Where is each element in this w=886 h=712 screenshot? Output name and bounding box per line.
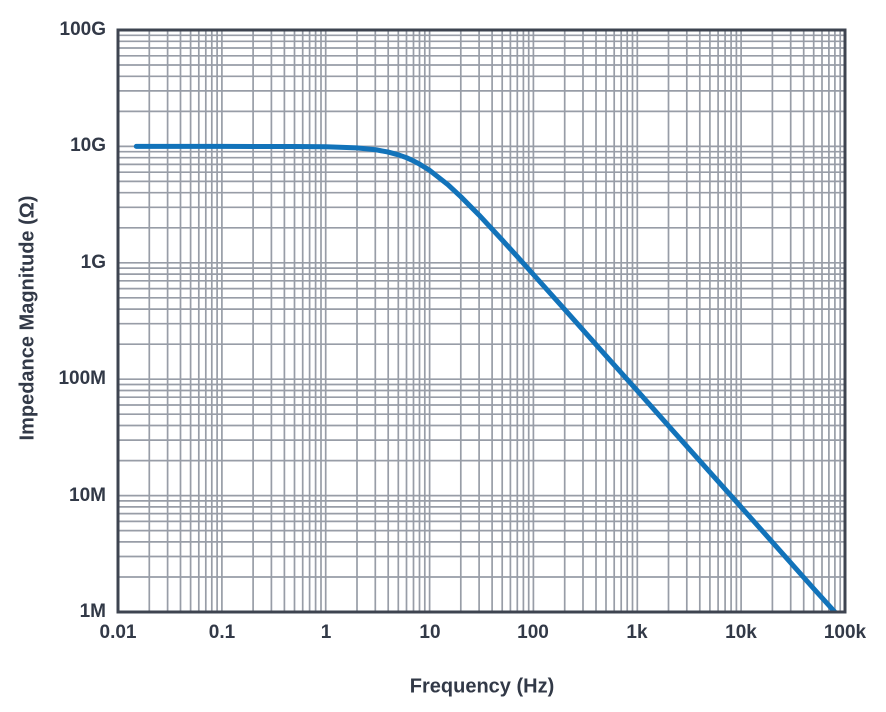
x-tick-label: 100 — [517, 622, 549, 643]
x-tick-label: 0.1 — [208, 622, 236, 643]
y-tick-label: 1M — [79, 601, 106, 622]
y-tick-label: 10G — [70, 135, 106, 156]
x-axis-title: Frequency (Hz) — [409, 675, 555, 698]
y-tick-label: 100G — [59, 19, 106, 40]
grid-lines — [117, 29, 846, 613]
x-tick-label: 0.01 — [99, 622, 137, 643]
x-tick-label: 10k — [725, 622, 757, 643]
x-tick-label: 1 — [320, 622, 332, 643]
plot-frame — [116, 28, 847, 614]
y-tick-label: 10M — [69, 485, 106, 506]
y-axis-title: Impedance Magnitude (Ω) — [16, 195, 39, 441]
x-tick-label: 100k — [823, 622, 867, 643]
y-tick-label: 1G — [80, 252, 106, 273]
x-tick-label: 10 — [419, 622, 441, 643]
y-tick-label: 100M — [58, 368, 106, 389]
x-tick-label: 1k — [626, 622, 648, 643]
curve-impedance-magnitude — [133, 143, 838, 612]
